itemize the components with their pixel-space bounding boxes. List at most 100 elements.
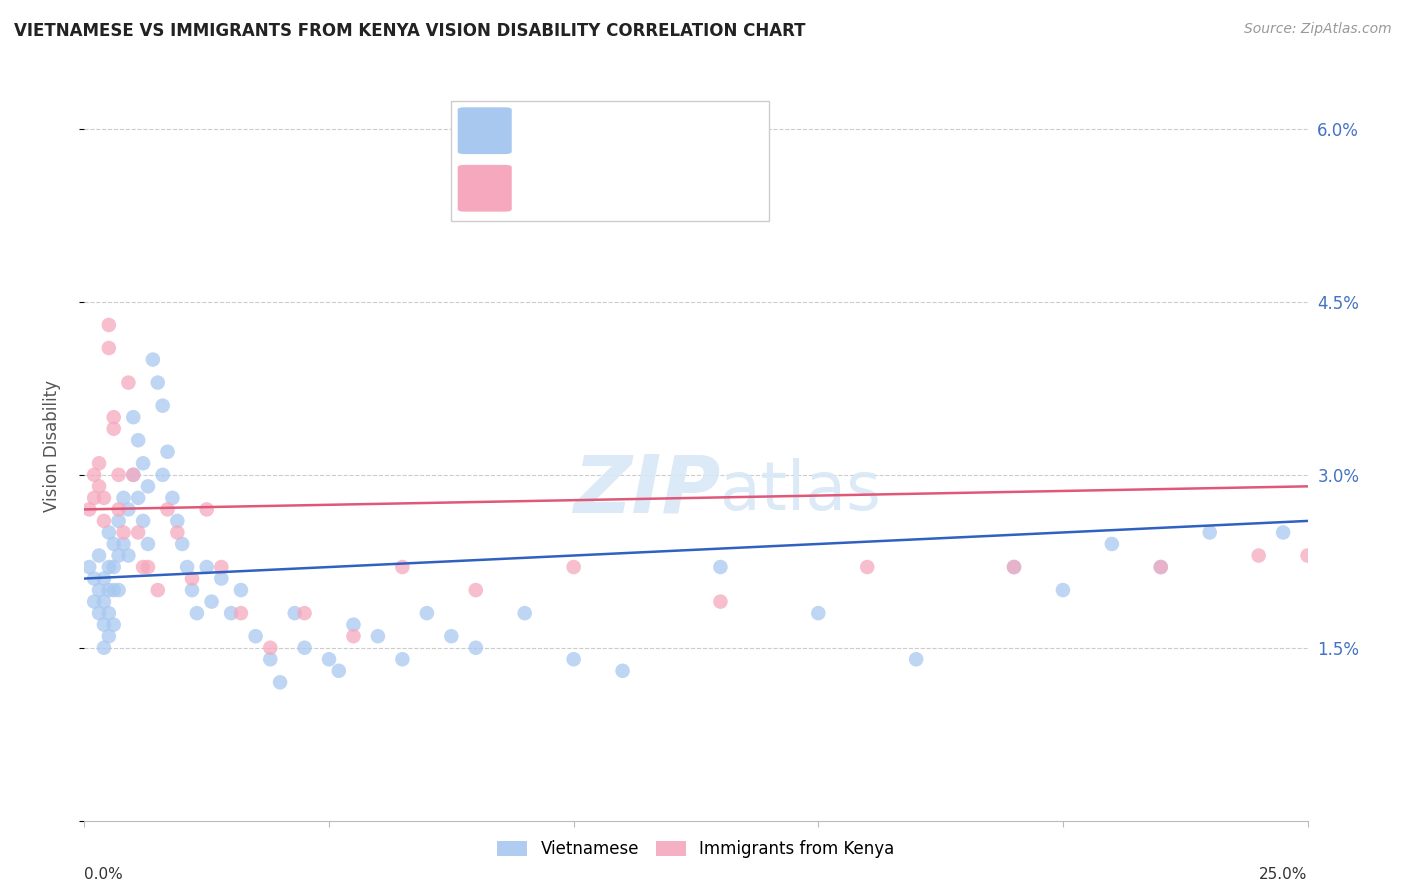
Point [152,399,174,413]
Point [186,606,208,620]
Y-axis label: Vision Disability: Vision Disability [42,380,60,512]
Point [93,572,115,586]
Point [391,652,413,666]
Point [97,341,120,355]
Point [709,560,731,574]
Point [166,514,188,528]
Point [181,583,204,598]
Point [77,560,100,574]
Point [440,629,463,643]
Point [87,606,110,620]
Point [103,410,125,425]
Point [103,583,125,598]
Point [245,629,267,643]
Point [87,583,110,598]
Point [367,629,389,643]
Point [107,467,129,482]
Point [856,560,879,574]
Point [195,502,218,516]
Point [219,606,242,620]
Point [107,583,129,598]
Point [1247,549,1270,563]
Point [117,502,139,516]
Text: atlas: atlas [720,458,882,524]
Point [229,583,252,598]
Point [127,434,149,448]
Point [112,537,135,551]
Point [136,479,159,493]
Point [176,560,198,574]
Point [342,629,364,643]
Point [97,606,120,620]
Point [112,525,135,540]
Point [209,572,232,586]
Point [342,617,364,632]
Point [107,502,129,516]
Point [284,606,307,620]
Point [87,549,110,563]
Point [259,652,281,666]
Point [93,514,115,528]
Point [464,583,486,598]
Text: VIETNAMESE VS IMMIGRANTS FROM KENYA VISION DISABILITY CORRELATION CHART: VIETNAMESE VS IMMIGRANTS FROM KENYA VISI… [14,22,806,40]
Point [391,560,413,574]
Text: Source: ZipAtlas.com: Source: ZipAtlas.com [1244,22,1392,37]
Legend: Vietnamese, Immigrants from Kenya: Vietnamese, Immigrants from Kenya [491,833,901,864]
Point [93,617,115,632]
Point [1052,583,1074,598]
Point [117,376,139,390]
Point [127,491,149,505]
Point [162,491,184,505]
Point [142,352,165,367]
Point [1002,560,1025,574]
Point [103,560,125,574]
Point [93,491,115,505]
Point [612,664,634,678]
Point [146,583,169,598]
Point [209,560,232,574]
Point [77,502,100,516]
Point [1198,525,1220,540]
Point [83,594,105,608]
Point [83,572,105,586]
Point [87,456,110,470]
Point [294,640,316,655]
Point [807,606,830,620]
Point [195,560,218,574]
Point [136,537,159,551]
Text: ZIP: ZIP [574,452,720,530]
Point [93,640,115,655]
Point [97,583,120,598]
Point [122,410,145,425]
Point [107,514,129,528]
Point [1002,560,1025,574]
Point [513,606,536,620]
Point [166,525,188,540]
Point [1101,537,1123,551]
Point [172,537,194,551]
Point [117,549,139,563]
Point [83,467,105,482]
Point [112,491,135,505]
Point [97,318,120,332]
Point [328,664,350,678]
Point [122,467,145,482]
Point [1296,549,1319,563]
Point [87,479,110,493]
Point [132,514,155,528]
Point [259,640,281,655]
Point [97,560,120,574]
Point [1150,560,1173,574]
Point [136,560,159,574]
Point [156,444,179,458]
Point [152,467,174,482]
Point [103,537,125,551]
Point [181,572,204,586]
Point [1272,525,1295,540]
Point [97,629,120,643]
Point [132,456,155,470]
Point [103,422,125,436]
Point [709,594,731,608]
Point [562,652,585,666]
Point [122,467,145,482]
